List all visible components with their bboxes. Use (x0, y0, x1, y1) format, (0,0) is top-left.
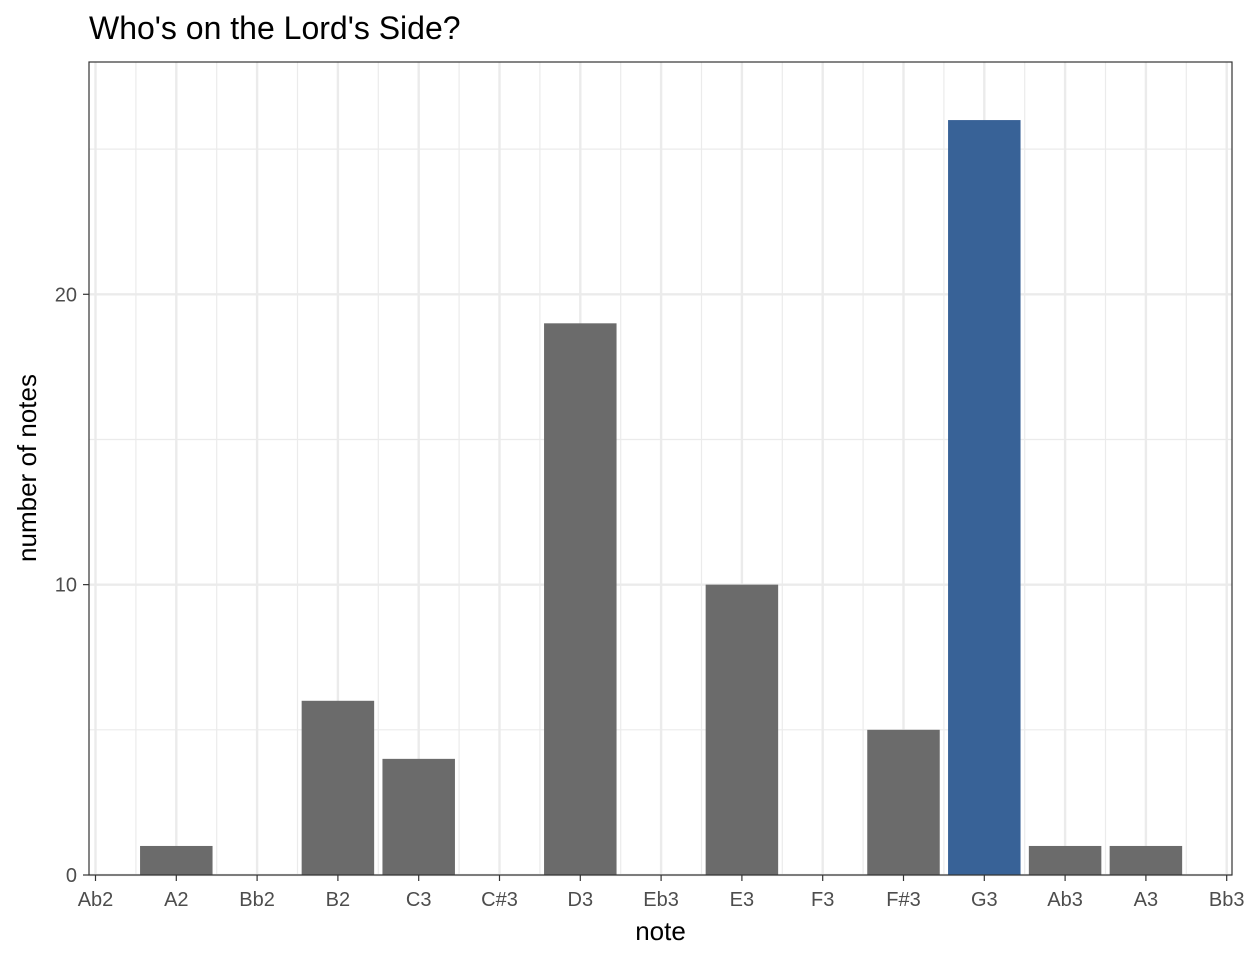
bar-d3 (544, 323, 617, 875)
x-tick-label: A2 (164, 889, 188, 911)
x-tick-label: D3 (568, 889, 594, 911)
bar-b2 (301, 700, 375, 875)
bars (140, 120, 1183, 875)
x-tick-label: Eb3 (643, 889, 679, 911)
x-tick-label: Bb3 (1209, 889, 1245, 911)
bar-e3 (705, 584, 779, 875)
chart-title: Who's on the Lord's Side? (89, 10, 461, 46)
x-tick-label: Ab3 (1047, 889, 1083, 911)
y-axis-title: number of notes (12, 374, 42, 562)
y-tick-label: 0 (66, 865, 77, 887)
x-tick-label: G3 (971, 889, 998, 911)
x-tick-label: F3 (811, 889, 834, 911)
bar-ab3 (1028, 845, 1102, 875)
bar-g3 (948, 120, 1021, 875)
bar-c3 (382, 758, 455, 875)
x-tick-label: Bb2 (239, 889, 275, 911)
tick-labels: Ab2 A2 Bb2 B2 C3 C#3 D3 Eb3 E3 F3 F#3 G3 Ab3 A3 Bb3 0 10… (55, 284, 1245, 911)
x-tick-label: F#3 (886, 889, 920, 911)
bar-a2 (140, 845, 213, 875)
grid-lines (89, 62, 1232, 877)
x-tick-label: C3 (406, 889, 432, 911)
x-axis-title: note (635, 916, 686, 946)
x-tick-label: E3 (730, 889, 754, 911)
x-tick-label: Ab2 (78, 889, 114, 911)
axis-ticks (83, 293, 1228, 881)
x-tick-label: A3 (1134, 889, 1158, 911)
x-tick-label: B2 (326, 889, 350, 911)
y-tick-label: 10 (55, 575, 77, 597)
bar-fsharp3 (867, 729, 940, 875)
bar-a3 (1109, 845, 1183, 875)
y-tick-label: 20 (55, 284, 77, 306)
x-tick-label: C#3 (481, 889, 518, 911)
